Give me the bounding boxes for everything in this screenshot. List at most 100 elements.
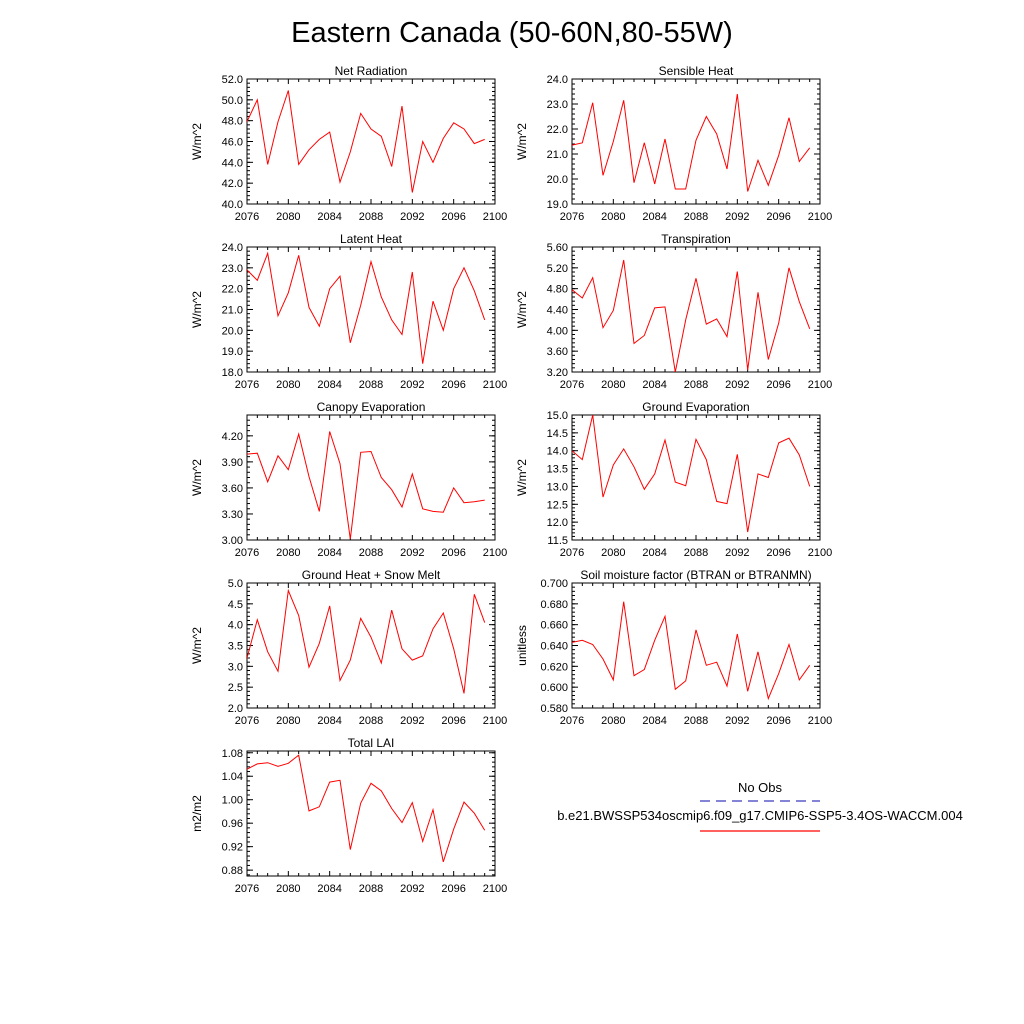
x-tick-label: 2084 xyxy=(642,211,666,223)
y-tick-label: 42.0 xyxy=(222,178,243,190)
y-axis-label: W/m^2 xyxy=(190,291,204,328)
x-tick-label: 2088 xyxy=(684,211,708,223)
x-tick-label: 2092 xyxy=(400,715,424,727)
x-tick-label: 2096 xyxy=(441,379,465,391)
x-tick-label: 2080 xyxy=(601,715,625,727)
y-tick-label: 0.580 xyxy=(540,703,568,715)
y-tick-label: 3.60 xyxy=(547,346,568,358)
y-axis-label: m2/m2 xyxy=(190,795,204,832)
panel-frame xyxy=(571,582,821,709)
y-tick-label: 52.0 xyxy=(222,74,243,86)
panel-title: Sensible Heat xyxy=(659,64,734,78)
x-tick-label: 2100 xyxy=(808,547,832,559)
x-tick-label: 2088 xyxy=(684,547,708,559)
y-tick-label: 48.0 xyxy=(222,116,243,128)
legend-model-label: b.e21.BWSSP534oscmip6.f09_g17.CMIP6-SSP5… xyxy=(557,808,963,823)
x-tick-label: 2100 xyxy=(808,211,832,223)
x-tick-label: 2080 xyxy=(276,547,300,559)
x-tick-label: 2096 xyxy=(441,547,465,559)
y-tick-label: 20.0 xyxy=(222,325,243,337)
x-tick-label: 2080 xyxy=(276,883,300,895)
x-tick-label: 2080 xyxy=(276,379,300,391)
x-tick-label: 2100 xyxy=(808,715,832,727)
x-tick-label: 2076 xyxy=(560,211,584,223)
y-tick-label: 12.0 xyxy=(547,517,568,529)
y-tick-label: 1.00 xyxy=(222,795,243,807)
y-tick-label: 2.5 xyxy=(228,682,243,694)
y-tick-label: 21.0 xyxy=(222,305,243,317)
y-tick-label: 5.0 xyxy=(228,578,243,590)
panel-1: Sensible Heat W/m^2 2076 2080 2084 2088 2092 20… xyxy=(515,64,832,223)
y-tick-label: 13.5 xyxy=(547,464,568,476)
x-tick-label: 2076 xyxy=(235,211,259,223)
y-axis-label: W/m^2 xyxy=(190,123,204,160)
panel-8: Total LAI m2/m2 2076 2080 2084 2088 2092 2096 21… xyxy=(190,736,507,895)
series-line xyxy=(247,588,486,694)
y-tick-label: 0.660 xyxy=(540,620,568,632)
y-tick-label: 3.5 xyxy=(228,641,243,653)
y-tick-label: 20.0 xyxy=(547,174,568,186)
x-tick-label: 2100 xyxy=(483,715,507,727)
x-tick-label: 2100 xyxy=(483,379,507,391)
series-line xyxy=(247,754,486,863)
y-tick-label: 3.20 xyxy=(547,367,568,379)
y-tick-label: 14.5 xyxy=(547,428,568,440)
x-tick-label: 2100 xyxy=(483,211,507,223)
legend: No Obs b.e21.BWSSP534oscmip6.f09_g17.CMI… xyxy=(557,780,963,832)
x-tick-label: 2096 xyxy=(441,883,465,895)
panel-frame xyxy=(246,582,496,709)
x-tick-label: 2092 xyxy=(400,547,424,559)
x-tick-label: 2096 xyxy=(766,547,790,559)
x-tick-label: 2084 xyxy=(317,379,341,391)
panel-title: Net Radiation xyxy=(335,64,408,78)
y-tick-label: 4.40 xyxy=(547,305,568,317)
y-tick-label: 4.00 xyxy=(547,325,568,337)
x-tick-label: 2076 xyxy=(560,547,584,559)
y-tick-label: 0.96 xyxy=(222,818,243,830)
panel-2: Latent Heat W/m^2 2076 2080 2084 2088 2092 2096… xyxy=(190,232,507,391)
y-tick-label: 19.0 xyxy=(222,346,243,358)
y-tick-label: 0.680 xyxy=(540,599,568,611)
y-tick-label: 4.20 xyxy=(222,431,243,443)
y-tick-label: 21.0 xyxy=(547,149,568,161)
x-tick-label: 2080 xyxy=(276,715,300,727)
y-tick-label: 1.04 xyxy=(222,771,243,783)
x-tick-label: 2084 xyxy=(642,715,666,727)
y-tick-label: 0.640 xyxy=(540,641,568,653)
x-tick-label: 2088 xyxy=(684,715,708,727)
x-tick-label: 2088 xyxy=(684,379,708,391)
panel-title: Canopy Evaporation xyxy=(317,400,426,414)
x-tick-label: 2076 xyxy=(560,715,584,727)
x-tick-label: 2092 xyxy=(725,379,749,391)
panel-6: Ground Heat + Snow Melt W/m^2 2076 2080 2084… xyxy=(190,568,507,727)
x-tick-label: 2100 xyxy=(483,883,507,895)
panel-3: Transpiration W/m^2 2076 2080 2084 2088 2092 20… xyxy=(515,232,832,391)
panel-title: Ground Heat + Snow Melt xyxy=(302,568,441,582)
y-tick-label: 50.0 xyxy=(222,95,243,107)
panel-title: Transpiration xyxy=(661,232,731,246)
y-tick-label: 22.0 xyxy=(547,124,568,136)
x-tick-label: 2076 xyxy=(235,715,259,727)
x-tick-label: 2084 xyxy=(317,715,341,727)
x-tick-label: 2092 xyxy=(725,211,749,223)
y-axis-label: W/m^2 xyxy=(515,123,529,160)
x-tick-label: 2096 xyxy=(441,715,465,727)
series-line xyxy=(572,259,811,372)
panel-title: Total LAI xyxy=(348,736,395,750)
y-tick-label: 15.0 xyxy=(547,410,568,422)
x-tick-label: 2092 xyxy=(400,379,424,391)
panel-title: Ground Evaporation xyxy=(642,400,749,414)
x-tick-label: 2076 xyxy=(560,379,584,391)
y-axis-label: unitless xyxy=(515,625,529,666)
panel-4: Canopy Evaporation W/m^2 2076 2080 2084 2088 2… xyxy=(190,400,507,559)
y-axis-label: W/m^2 xyxy=(190,627,204,664)
y-tick-label: 14.0 xyxy=(547,446,568,458)
y-tick-label: 46.0 xyxy=(222,137,243,149)
panel-frame xyxy=(246,246,496,373)
x-tick-label: 2088 xyxy=(359,715,383,727)
series-line xyxy=(247,90,485,193)
y-tick-label: 19.0 xyxy=(547,199,568,211)
x-tick-label: 2092 xyxy=(400,211,424,223)
series-line xyxy=(247,431,485,540)
